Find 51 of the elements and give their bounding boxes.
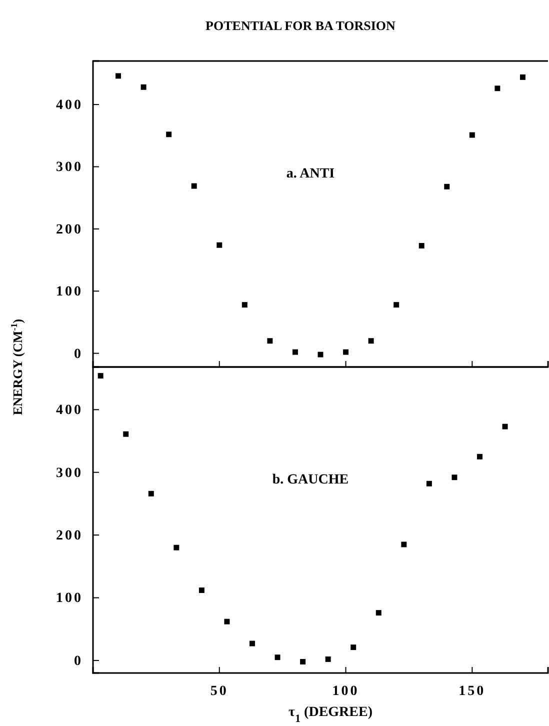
y-tick-label: 300	[56, 160, 83, 176]
chart-title: POTENTIAL FOR BA TORSION	[206, 18, 396, 33]
point	[318, 352, 324, 358]
x-tick-label: 50	[210, 684, 228, 699]
point	[198, 587, 204, 593]
point	[477, 454, 482, 460]
point	[494, 86, 500, 92]
point	[148, 490, 154, 496]
x-axis-title: τ$_{1}$ (DEGREE)	[288, 705, 373, 725]
point	[274, 654, 280, 660]
x-tick-label: 100	[332, 684, 360, 699]
point	[140, 84, 146, 90]
point	[426, 480, 432, 486]
annotation: b. GAUCHE	[272, 472, 349, 488]
annotation: a. ANTI	[286, 166, 335, 182]
y-tick-label: 0	[74, 346, 83, 362]
point	[123, 431, 129, 437]
point	[418, 242, 424, 248]
point	[452, 474, 458, 480]
point	[376, 610, 382, 616]
y-tick-label: 300	[56, 466, 83, 481]
point	[224, 618, 230, 624]
point	[191, 183, 197, 189]
point	[267, 338, 273, 344]
point	[116, 73, 122, 79]
point	[444, 184, 450, 190]
point	[368, 338, 374, 344]
point	[174, 544, 180, 550]
y-tick-label: 100	[56, 591, 83, 606]
point	[502, 424, 508, 430]
point	[520, 74, 526, 80]
point	[401, 542, 407, 548]
point	[216, 242, 222, 248]
point	[250, 640, 255, 646]
point	[242, 302, 248, 308]
y-tick-label: 400	[56, 98, 83, 114]
y-tick-label: 100	[56, 284, 83, 300]
point	[166, 132, 172, 138]
point	[394, 302, 400, 308]
point	[325, 656, 331, 662]
y-tick-label: 200	[56, 222, 83, 238]
y-tick-label: 0	[74, 654, 83, 669]
point	[469, 132, 475, 138]
y-tick-label: 400	[56, 403, 83, 418]
point	[300, 658, 306, 664]
x-tick-label: 150	[458, 684, 486, 699]
point	[292, 349, 298, 355]
point	[350, 644, 356, 650]
point	[343, 349, 349, 355]
point	[98, 373, 104, 379]
y-tick-label: 200	[56, 528, 83, 544]
